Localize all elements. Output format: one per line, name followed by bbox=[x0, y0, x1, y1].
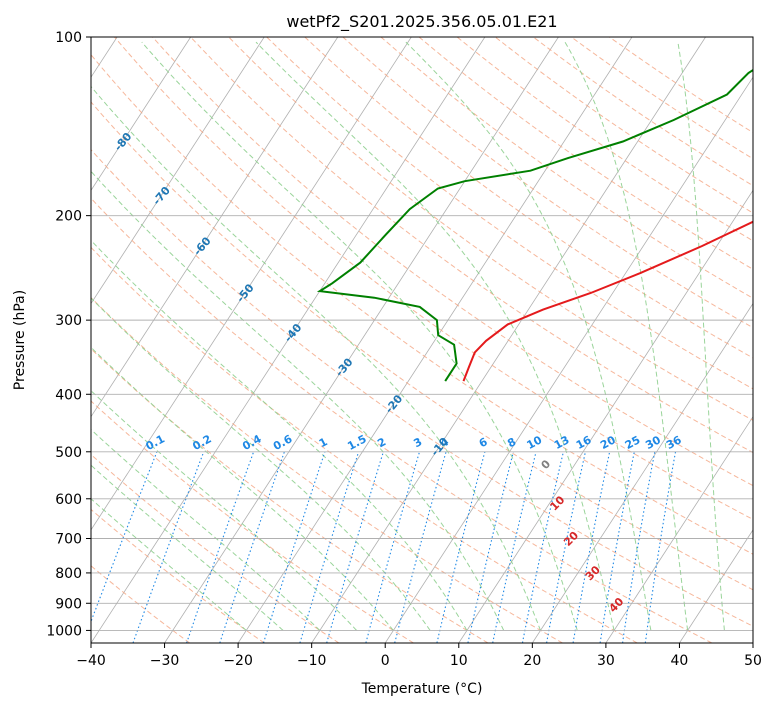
isotherm-line bbox=[237, 37, 633, 643]
moist-adiabat bbox=[405, 41, 652, 631]
isotherm-line bbox=[91, 37, 265, 305]
x-tick-label: 40 bbox=[671, 653, 689, 669]
chart-title: wetPf2_S201.2025.356.05.01.E21 bbox=[286, 12, 557, 32]
mixing-ratio-lines bbox=[91, 451, 677, 643]
y-tick-label: 100 bbox=[55, 30, 82, 46]
y-tick-label: 900 bbox=[55, 596, 82, 612]
y-tick-label: 300 bbox=[55, 313, 82, 329]
dry-adiabat bbox=[228, 37, 753, 421]
moist-adiabat bbox=[141, 41, 578, 631]
dry-adiabat bbox=[91, 246, 638, 643]
moist-adiabat bbox=[91, 464, 284, 631]
mixing-ratio-label: 13 bbox=[552, 433, 572, 452]
moist-adiabat bbox=[91, 389, 357, 631]
isotherm-line bbox=[531, 302, 753, 643]
y-axis-label: Pressure (hPa) bbox=[12, 290, 28, 390]
x-tick-label: −10 bbox=[297, 653, 327, 669]
profile-line bbox=[462, 220, 753, 382]
mixing-ratio-line bbox=[186, 451, 255, 643]
dry-adiabat bbox=[418, 37, 753, 270]
mixing-ratio-label: 36 bbox=[664, 433, 684, 452]
mixing-ratio-line bbox=[299, 451, 360, 643]
dry-adiabat bbox=[91, 197, 713, 643]
dry-adiabat bbox=[91, 453, 340, 643]
moist-adiabats bbox=[91, 41, 725, 631]
mixing-ratio-label: 30 bbox=[643, 433, 663, 452]
x-tick-label: 30 bbox=[597, 653, 615, 669]
dry-adiabat bbox=[304, 37, 753, 359]
mixing-ratio-line bbox=[132, 451, 205, 643]
y-tick-label: 600 bbox=[55, 492, 82, 508]
isotherm-line bbox=[91, 37, 192, 192]
isotherm-line bbox=[458, 189, 753, 643]
mixing-ratio-line bbox=[91, 451, 158, 624]
mixing-ratio-line bbox=[365, 451, 421, 643]
dry-adiabat bbox=[91, 508, 265, 643]
isotherm-line bbox=[91, 37, 339, 418]
dry-adiabat bbox=[494, 37, 753, 214]
mixing-ratio-line bbox=[492, 451, 537, 643]
x-tick-label: −40 bbox=[76, 653, 106, 669]
x-tick-label: 50 bbox=[744, 653, 762, 669]
y-tick-label: 800 bbox=[55, 566, 82, 582]
moist-adiabat bbox=[91, 346, 394, 631]
isotherm-line bbox=[605, 415, 753, 643]
x-tick-label: −30 bbox=[150, 653, 180, 669]
x-tick-label: 10 bbox=[450, 653, 468, 669]
y-tick-label: 400 bbox=[55, 387, 82, 403]
moist-adiabat bbox=[91, 239, 468, 631]
moist-adiabat bbox=[91, 85, 541, 631]
moist-adiabat bbox=[564, 41, 689, 631]
isotherm-line bbox=[384, 76, 753, 643]
moist-adiabat bbox=[91, 297, 431, 631]
y-tick-label: 500 bbox=[55, 445, 82, 461]
dry-adiabat bbox=[91, 400, 414, 643]
mixing-ratio-line bbox=[262, 451, 326, 643]
dry-adiabat bbox=[152, 37, 753, 487]
moist-adiabat bbox=[677, 42, 725, 631]
dry-adiabat bbox=[91, 148, 753, 627]
y-axis-ticks: 1000 900 800 700 600 500 400 300 200 100 bbox=[46, 30, 91, 639]
mixing-ratio-line bbox=[219, 451, 285, 643]
mixing-ratio-label: 16 bbox=[574, 433, 594, 452]
isotherm-line bbox=[91, 37, 486, 643]
dry-adiabat bbox=[91, 53, 753, 555]
dry-adiabat bbox=[266, 37, 753, 390]
dry-adiabat bbox=[91, 101, 753, 591]
y-tick-label: 1000 bbox=[46, 623, 82, 639]
moist-adiabat bbox=[91, 428, 321, 631]
x-tick-label: 0 bbox=[381, 653, 390, 669]
x-tick-label: −20 bbox=[223, 653, 253, 669]
dry-adiabat bbox=[114, 37, 753, 520]
x-axis-ticks: −40 −30 −20 −10 0 10 20 30 40 50 bbox=[76, 643, 762, 669]
mixing-ratio-label: 10 bbox=[525, 433, 545, 452]
dry-adiabats bbox=[91, 37, 753, 643]
dry-adiabat bbox=[342, 37, 753, 329]
moist-adiabat bbox=[91, 498, 247, 631]
y-tick-label: 700 bbox=[55, 532, 82, 548]
dry-adiabat bbox=[380, 37, 753, 299]
mixing-ratio-line bbox=[326, 451, 384, 643]
profile-line bbox=[316, 68, 753, 382]
moist-adiabat bbox=[91, 170, 505, 631]
profile-lines bbox=[316, 68, 753, 382]
x-tick-label: 20 bbox=[523, 653, 541, 669]
isotherm-line bbox=[91, 37, 412, 531]
mixing-ratio-label: 25 bbox=[623, 433, 643, 452]
mixing-ratio-label: 20 bbox=[598, 433, 618, 452]
mixing-ratio-line bbox=[436, 451, 486, 643]
plot-frame bbox=[90, 36, 754, 644]
dry-adiabat bbox=[532, 37, 753, 187]
isobar-grid bbox=[91, 37, 753, 631]
mixing-ratio-line bbox=[467, 451, 514, 643]
y-tick-label: 200 bbox=[55, 209, 82, 225]
x-axis-label: Temperature (°C) bbox=[361, 681, 483, 697]
mixing-ratio-line bbox=[394, 451, 447, 643]
dry-adiabat bbox=[190, 37, 753, 454]
moist-adiabat bbox=[255, 41, 615, 631]
isotherm-line bbox=[679, 529, 753, 643]
